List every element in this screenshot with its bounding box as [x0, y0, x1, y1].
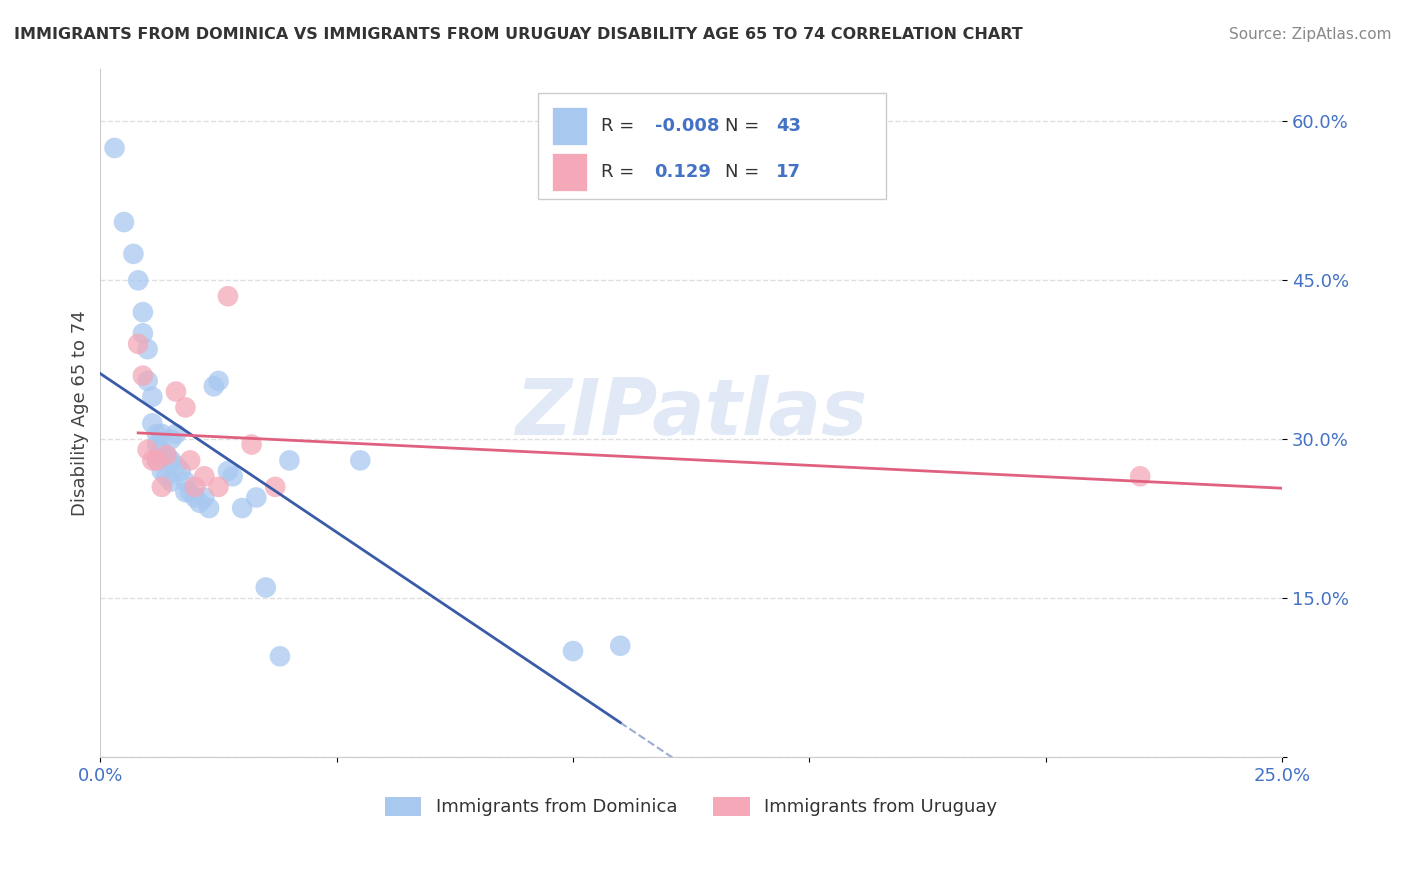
- Point: [136, 374, 159, 388]
- Point: [150, 442, 173, 457]
- Point: [165, 426, 187, 441]
- Point: [184, 480, 207, 494]
- Text: -0.008: -0.008: [655, 117, 718, 135]
- Point: [146, 453, 169, 467]
- Point: [127, 337, 149, 351]
- Point: [165, 458, 187, 473]
- Point: [141, 417, 163, 431]
- Point: [122, 247, 145, 261]
- Point: [179, 485, 201, 500]
- Point: [146, 437, 169, 451]
- Text: 43: 43: [776, 117, 801, 135]
- Point: [264, 480, 287, 494]
- Point: [231, 501, 253, 516]
- Point: [179, 453, 201, 467]
- Point: [349, 453, 371, 467]
- Point: [112, 215, 135, 229]
- Point: [141, 390, 163, 404]
- Text: 17: 17: [776, 162, 801, 181]
- Point: [240, 437, 263, 451]
- Point: [269, 649, 291, 664]
- Point: [174, 485, 197, 500]
- Point: [165, 384, 187, 399]
- Point: [132, 305, 155, 319]
- Point: [193, 491, 215, 505]
- Text: IMMIGRANTS FROM DOMINICA VS IMMIGRANTS FROM URUGUAY DISABILITY AGE 65 TO 74 CORR: IMMIGRANTS FROM DOMINICA VS IMMIGRANTS F…: [14, 27, 1022, 42]
- Point: [103, 141, 125, 155]
- Point: [150, 464, 173, 478]
- Point: [207, 374, 229, 388]
- Text: R =: R =: [602, 117, 640, 135]
- Point: [1129, 469, 1152, 483]
- Point: [562, 644, 585, 658]
- Point: [193, 469, 215, 483]
- Point: [136, 442, 159, 457]
- Point: [132, 368, 155, 383]
- Point: [160, 475, 183, 489]
- Y-axis label: Disability Age 65 to 74: Disability Age 65 to 74: [72, 310, 89, 516]
- Point: [146, 453, 169, 467]
- Point: [150, 426, 173, 441]
- Text: Source: ZipAtlas.com: Source: ZipAtlas.com: [1229, 27, 1392, 42]
- FancyBboxPatch shape: [551, 153, 588, 191]
- Point: [278, 453, 301, 467]
- Text: R =: R =: [602, 162, 640, 181]
- Point: [174, 401, 197, 415]
- Point: [155, 448, 177, 462]
- Legend: Immigrants from Dominica, Immigrants from Uruguay: Immigrants from Dominica, Immigrants fro…: [378, 789, 1004, 823]
- FancyBboxPatch shape: [551, 107, 588, 145]
- Point: [155, 448, 177, 462]
- Point: [132, 326, 155, 341]
- Point: [188, 496, 211, 510]
- Point: [609, 639, 631, 653]
- Point: [155, 469, 177, 483]
- Point: [150, 480, 173, 494]
- FancyBboxPatch shape: [537, 93, 886, 199]
- Point: [160, 453, 183, 467]
- Point: [141, 453, 163, 467]
- Point: [170, 464, 193, 478]
- Point: [217, 289, 239, 303]
- Point: [184, 491, 207, 505]
- Point: [160, 432, 183, 446]
- Point: [254, 581, 277, 595]
- Point: [245, 491, 267, 505]
- Text: N =: N =: [725, 117, 765, 135]
- Text: 0.129: 0.129: [655, 162, 711, 181]
- Point: [174, 475, 197, 489]
- Text: ZIPatlas: ZIPatlas: [515, 375, 868, 450]
- Point: [146, 426, 169, 441]
- Point: [221, 469, 243, 483]
- Point: [136, 342, 159, 356]
- Point: [127, 273, 149, 287]
- Point: [198, 501, 221, 516]
- Text: N =: N =: [725, 162, 765, 181]
- Point: [202, 379, 225, 393]
- Point: [207, 480, 229, 494]
- Point: [217, 464, 239, 478]
